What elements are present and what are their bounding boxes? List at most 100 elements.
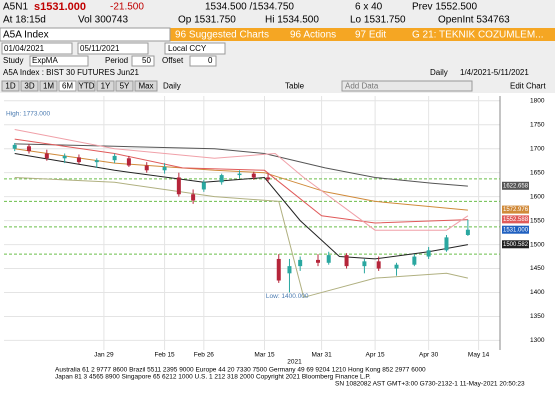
- candle-body: [444, 237, 449, 251]
- actions-button[interactable]: 96 Actions: [290, 30, 336, 41]
- suggested-button[interactable]: 96 Suggested Charts: [175, 30, 269, 41]
- candle-body: [251, 173, 256, 178]
- price-tag-label: 1622.658: [503, 183, 529, 189]
- price-tag: [502, 205, 529, 214]
- candle-body: [412, 256, 417, 265]
- range-button-label: Max: [138, 82, 153, 91]
- x-tick-label: Apr 15: [366, 352, 386, 359]
- candle-body: [112, 155, 117, 161]
- add-data: Add Data: [345, 82, 379, 91]
- range-button[interactable]: [1, 80, 20, 92]
- candle-body: [376, 261, 381, 269]
- range-button[interactable]: [115, 80, 134, 92]
- candle-body: [344, 255, 349, 267]
- range-button[interactable]: [77, 80, 96, 92]
- end-date-box[interactable]: [77, 42, 149, 55]
- candle-body: [362, 261, 367, 267]
- y-tick-label: 1550: [530, 217, 545, 224]
- study-name: ExpMA: [32, 56, 58, 65]
- start-date-box[interactable]: [1, 42, 73, 55]
- x-tick-label: Jan 29: [94, 352, 114, 359]
- candle-body: [144, 165, 149, 171]
- frequency: Daily: [430, 68, 448, 77]
- study-box[interactable]: [29, 55, 89, 67]
- low-note: Low: 1400.000: [266, 293, 309, 300]
- period-select[interactable]: Daily: [163, 82, 181, 91]
- candle-body: [394, 264, 399, 269]
- x-tick-label: Feb 26: [194, 352, 215, 359]
- x-tick-label: Mar 31: [311, 352, 332, 359]
- study-line: [14, 129, 469, 231]
- footer-line: SN 1082082 AST GMT+3:00 G730-2132-1 11-M…: [335, 381, 525, 388]
- candle-body: [426, 250, 431, 257]
- study-line: [14, 177, 469, 298]
- y-tick-label: 1450: [530, 265, 545, 272]
- high: Hi 1534.500: [265, 15, 319, 26]
- year-label: 2021: [287, 359, 302, 366]
- range-button[interactable]: [20, 80, 39, 92]
- offset: 0: [208, 56, 213, 65]
- footer-line: Japan 81 3 4565 8900 Singapore 65 6212 1…: [55, 374, 371, 381]
- range-button-label: 1M: [43, 82, 54, 91]
- price-tag: [502, 181, 529, 190]
- date-span: 1/4/2021-5/11/2021: [460, 68, 529, 77]
- y-tick-label: 1600: [530, 193, 545, 200]
- range-button-label: 6M: [62, 82, 73, 91]
- low: Lo 1531.750: [350, 15, 406, 26]
- volume: Vol 300743: [78, 15, 128, 26]
- y-tick-label: 1500: [530, 241, 545, 248]
- security-box[interactable]: [0, 27, 171, 42]
- plot-area: [0, 93, 555, 358]
- candle-body: [44, 153, 49, 159]
- x-tick-label: May 14: [468, 352, 490, 359]
- range-button[interactable]: [96, 80, 115, 92]
- candle-body: [162, 166, 167, 171]
- page-title: G 21: TEKNIK COZUMLEM...: [412, 30, 544, 41]
- candle-body: [326, 255, 331, 263]
- currency-box[interactable]: [164, 42, 226, 55]
- study-line: [14, 153, 468, 260]
- price-tag-label: 1531.000: [503, 227, 529, 233]
- y-tick-label: 1700: [530, 145, 545, 152]
- range-button[interactable]: [134, 80, 158, 92]
- study-line: [14, 138, 468, 224]
- candle-body: [191, 194, 196, 201]
- study-line: [14, 148, 468, 211]
- toolbar: 1D 3D 1M 6M YTD 1Y 5Y Max Daily Table Add Data Edit…: [1, 80, 546, 92]
- price-tag-label: 1552.588: [503, 217, 529, 223]
- edit-chart-button[interactable]: Edit Chart: [510, 82, 546, 91]
- candle-body: [266, 177, 271, 180]
- study-line: [14, 143, 468, 187]
- offset-box[interactable]: [189, 55, 217, 67]
- range-button-label: 5Y: [120, 82, 130, 91]
- price-tag-label: 1572.976: [503, 207, 529, 213]
- prev: Prev 1552.500: [412, 2, 477, 13]
- candle-body: [298, 259, 303, 267]
- range-button[interactable]: [58, 80, 77, 92]
- time: At 18:15d: [3, 15, 46, 26]
- price-tag: [502, 215, 529, 224]
- range-button-label: 1Y: [101, 82, 111, 91]
- chart: 1300 1350 1400 1450 1500 1550 1600 1650 1700 1750…: [4, 96, 545, 366]
- period: 50: [142, 56, 151, 65]
- table-button[interactable]: Table: [285, 82, 305, 91]
- range-button-label: 3D: [24, 82, 34, 91]
- x-tick-label: Feb 15: [154, 352, 175, 359]
- candle-body: [201, 182, 206, 190]
- candle-body: [316, 259, 321, 263]
- offset-label: Offset: [162, 56, 184, 65]
- period-box[interactable]: [131, 55, 155, 67]
- range-button[interactable]: [39, 80, 58, 92]
- security: A5A Index: [3, 30, 49, 41]
- price-tag: [502, 225, 529, 234]
- edit-button[interactable]: 97 Edit: [355, 30, 386, 41]
- end-date: 05/11/2021: [80, 44, 120, 53]
- add-data-box[interactable]: [341, 80, 473, 92]
- high-note: High: 1773.000: [6, 110, 50, 117]
- candle-body: [219, 175, 224, 183]
- candle-body: [465, 229, 470, 235]
- candle-body: [176, 177, 181, 195]
- price-tag: [502, 240, 529, 249]
- y-tick-label: 1400: [530, 289, 545, 296]
